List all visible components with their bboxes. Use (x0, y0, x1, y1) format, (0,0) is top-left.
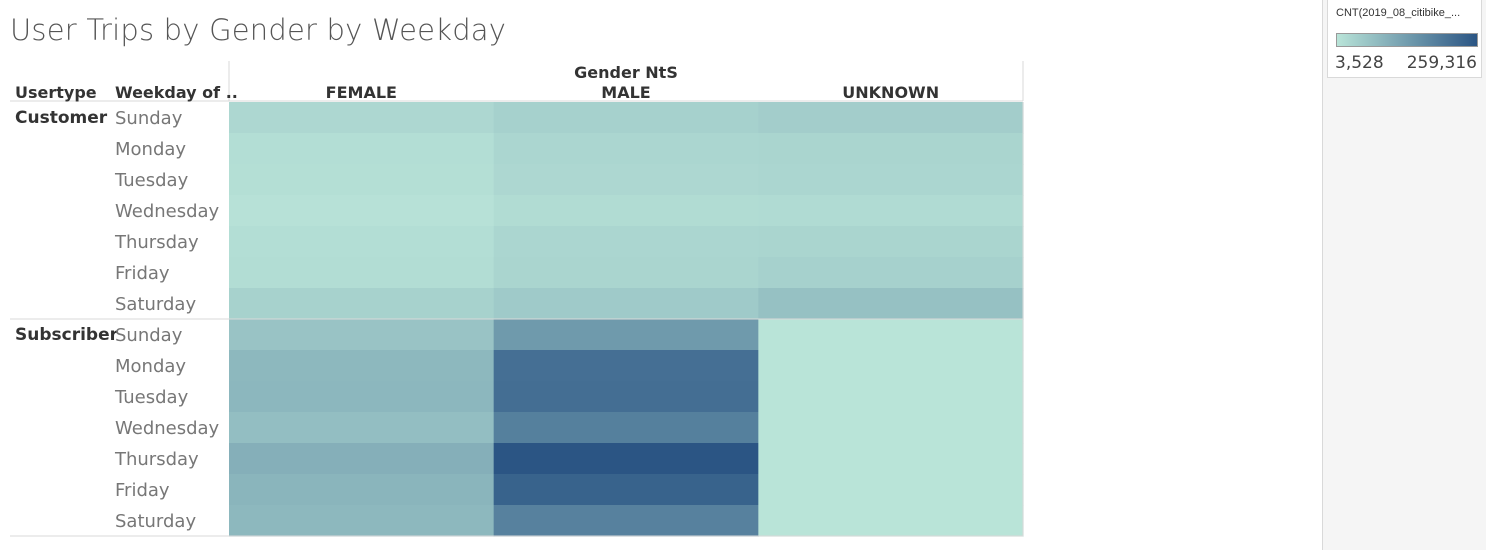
weekday-label: Friday (115, 263, 170, 284)
heatmap-cell[interactable] (229, 505, 495, 537)
weekday-label: Sunday (115, 108, 183, 129)
legend-min-label: 3,528 (1335, 53, 1384, 73)
heatmap-cell[interactable] (758, 226, 1024, 258)
heatmap-cell[interactable] (493, 319, 759, 351)
usertype-label-customer: Customer (15, 108, 108, 128)
heatmap-cell[interactable] (229, 164, 495, 196)
heatmap-cell[interactable] (493, 226, 759, 258)
heatmap-cell[interactable] (493, 195, 759, 227)
heatmap-cell[interactable] (229, 412, 495, 444)
legend-gradient-bar (1336, 33, 1478, 47)
legend-max-label: 259,316 (1406, 53, 1477, 73)
heatmap-cell[interactable] (493, 102, 759, 134)
heatmap-cell[interactable] (229, 381, 495, 413)
chart-title: User Trips by Gender by Weekday (10, 13, 507, 47)
heatmap-cell[interactable] (758, 474, 1024, 506)
heatmap-cell[interactable] (493, 164, 759, 196)
heatmap-cell[interactable] (229, 443, 495, 475)
weekday-label: Sunday (115, 325, 183, 346)
heatmap-chart: Gender NtS Usertype Weekday of .. FEMALE… (10, 61, 1024, 537)
color-legend[interactable]: CNT(2019_08_citibike_... 3,528 259,316 (1327, 0, 1482, 78)
row-field-label-weekday: Weekday of .. (115, 83, 238, 102)
weekday-label: Thursday (114, 232, 199, 253)
heatmap-cell[interactable] (229, 350, 495, 382)
heatmap-cell[interactable] (758, 102, 1024, 134)
heatmap-cell[interactable] (758, 257, 1024, 289)
heatmap-cell[interactable] (758, 319, 1024, 351)
weekday-label: Tuesday (114, 170, 189, 191)
column-header-male: MALE (601, 83, 650, 102)
column-header-female: FEMALE (326, 83, 397, 102)
heatmap-cell[interactable] (758, 443, 1024, 475)
heatmap-cell[interactable] (493, 505, 759, 537)
heatmap-cell[interactable] (758, 133, 1024, 165)
heatmap-cell[interactable] (229, 319, 495, 351)
weekday-label: Friday (115, 480, 170, 501)
heatmap-cell[interactable] (493, 412, 759, 444)
weekday-label: Wednesday (115, 418, 220, 439)
column-field-label: Gender NtS (574, 63, 678, 82)
heatmap-cell[interactable] (758, 505, 1024, 537)
weekday-label: Saturday (115, 294, 196, 315)
heatmap-cell[interactable] (493, 443, 759, 475)
weekday-label: Wednesday (115, 201, 220, 222)
legend-panel: CNT(2019_08_citibike_... 3,528 259,316 (1322, 0, 1486, 550)
heatmap-cell[interactable] (493, 133, 759, 165)
heatmap-cell[interactable] (229, 474, 495, 506)
heatmap-cell[interactable] (758, 164, 1024, 196)
column-header-unknown: UNKNOWN (842, 83, 939, 102)
heatmap-cell[interactable] (229, 102, 495, 134)
heatmap-cell[interactable] (758, 350, 1024, 382)
heatmap-cell[interactable] (758, 288, 1024, 320)
weekday-label: Monday (115, 356, 186, 377)
weekday-label: Monday (115, 139, 186, 160)
legend-title: CNT(2019_08_citibike_... (1336, 7, 1461, 19)
usertype-label-subscriber: Subscriber (15, 325, 119, 345)
heatmap-cell[interactable] (229, 195, 495, 227)
heatmap-cell[interactable] (493, 257, 759, 289)
heatmap-cell[interactable] (229, 226, 495, 258)
heatmap-cell[interactable] (229, 288, 495, 320)
weekday-label: Tuesday (114, 387, 189, 408)
heatmap-cell[interactable] (493, 288, 759, 320)
heatmap-cell[interactable] (493, 474, 759, 506)
weekday-label: Thursday (114, 449, 199, 470)
heatmap-cell[interactable] (229, 257, 495, 289)
row-field-label-usertype: Usertype (15, 83, 97, 102)
heatmap-cell[interactable] (758, 412, 1024, 444)
heatmap-cell[interactable] (493, 350, 759, 382)
weekday-label: Saturday (115, 511, 196, 532)
heatmap-cell[interactable] (758, 195, 1024, 227)
heatmap-cell[interactable] (493, 381, 759, 413)
heatmap-cell[interactable] (758, 381, 1024, 413)
heatmap-cell[interactable] (229, 133, 495, 165)
